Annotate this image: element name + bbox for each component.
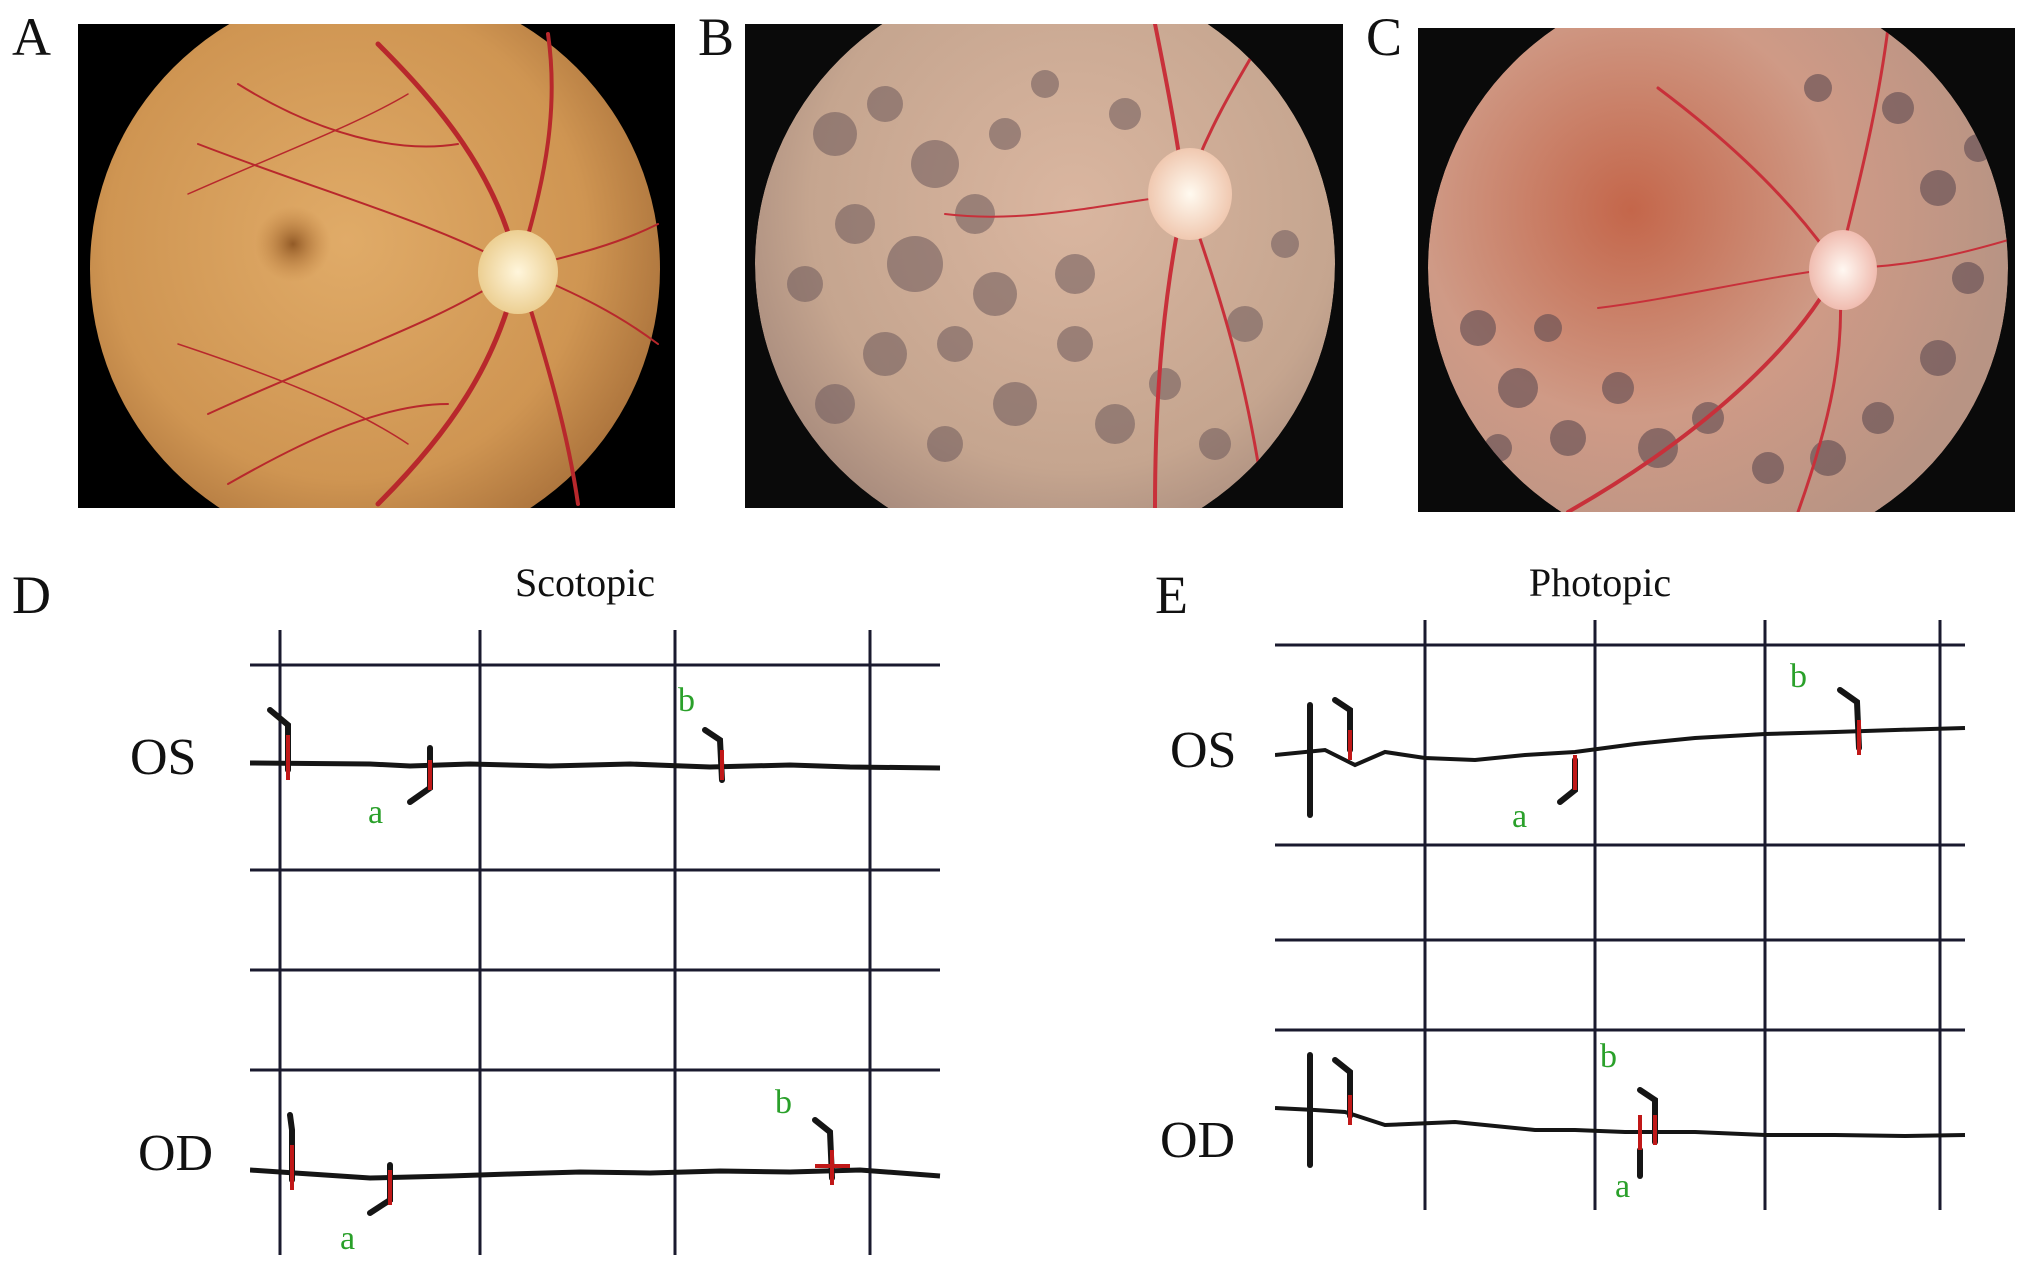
scotopic-title: Scotopic — [515, 560, 655, 605]
fundus-photo-patient-2 — [1418, 28, 2015, 512]
scotopic-od-a-marker: a — [340, 1220, 356, 1257]
photopic-os-b-marker: b — [1790, 658, 1807, 695]
scotopic-os-a-marker: a — [368, 794, 384, 831]
panel-label-e: E — [1155, 565, 1188, 625]
photopic-title: Photopic — [1528, 560, 1672, 605]
photopic-od-label: OD — [1160, 1112, 1236, 1169]
photopic-os-a-marker: a — [1512, 798, 1528, 835]
scotopic-os-label: OS — [130, 729, 197, 786]
panel-label-d: D — [12, 565, 51, 625]
fundus-photo-normal — [78, 24, 675, 508]
scotopic-od-label: OD — [138, 1125, 214, 1182]
panel-label-c: C — [1366, 7, 1403, 67]
scotopic-erg-recording — [250, 630, 950, 1265]
photopic-od-a-marker: a — [1615, 1168, 1631, 1205]
scotopic-od-b-marker: b — [775, 1084, 792, 1121]
scotopic-os-b-marker: b — [678, 682, 695, 719]
panel-label-a: A — [12, 7, 51, 67]
fundus-photo-patient-1 — [745, 24, 1343, 508]
photopic-od-b-marker: b — [1600, 1038, 1617, 1075]
photopic-os-label: OS — [1170, 722, 1237, 779]
panel-label-b: B — [698, 7, 735, 67]
photopic-erg-recording — [1275, 620, 1975, 1220]
